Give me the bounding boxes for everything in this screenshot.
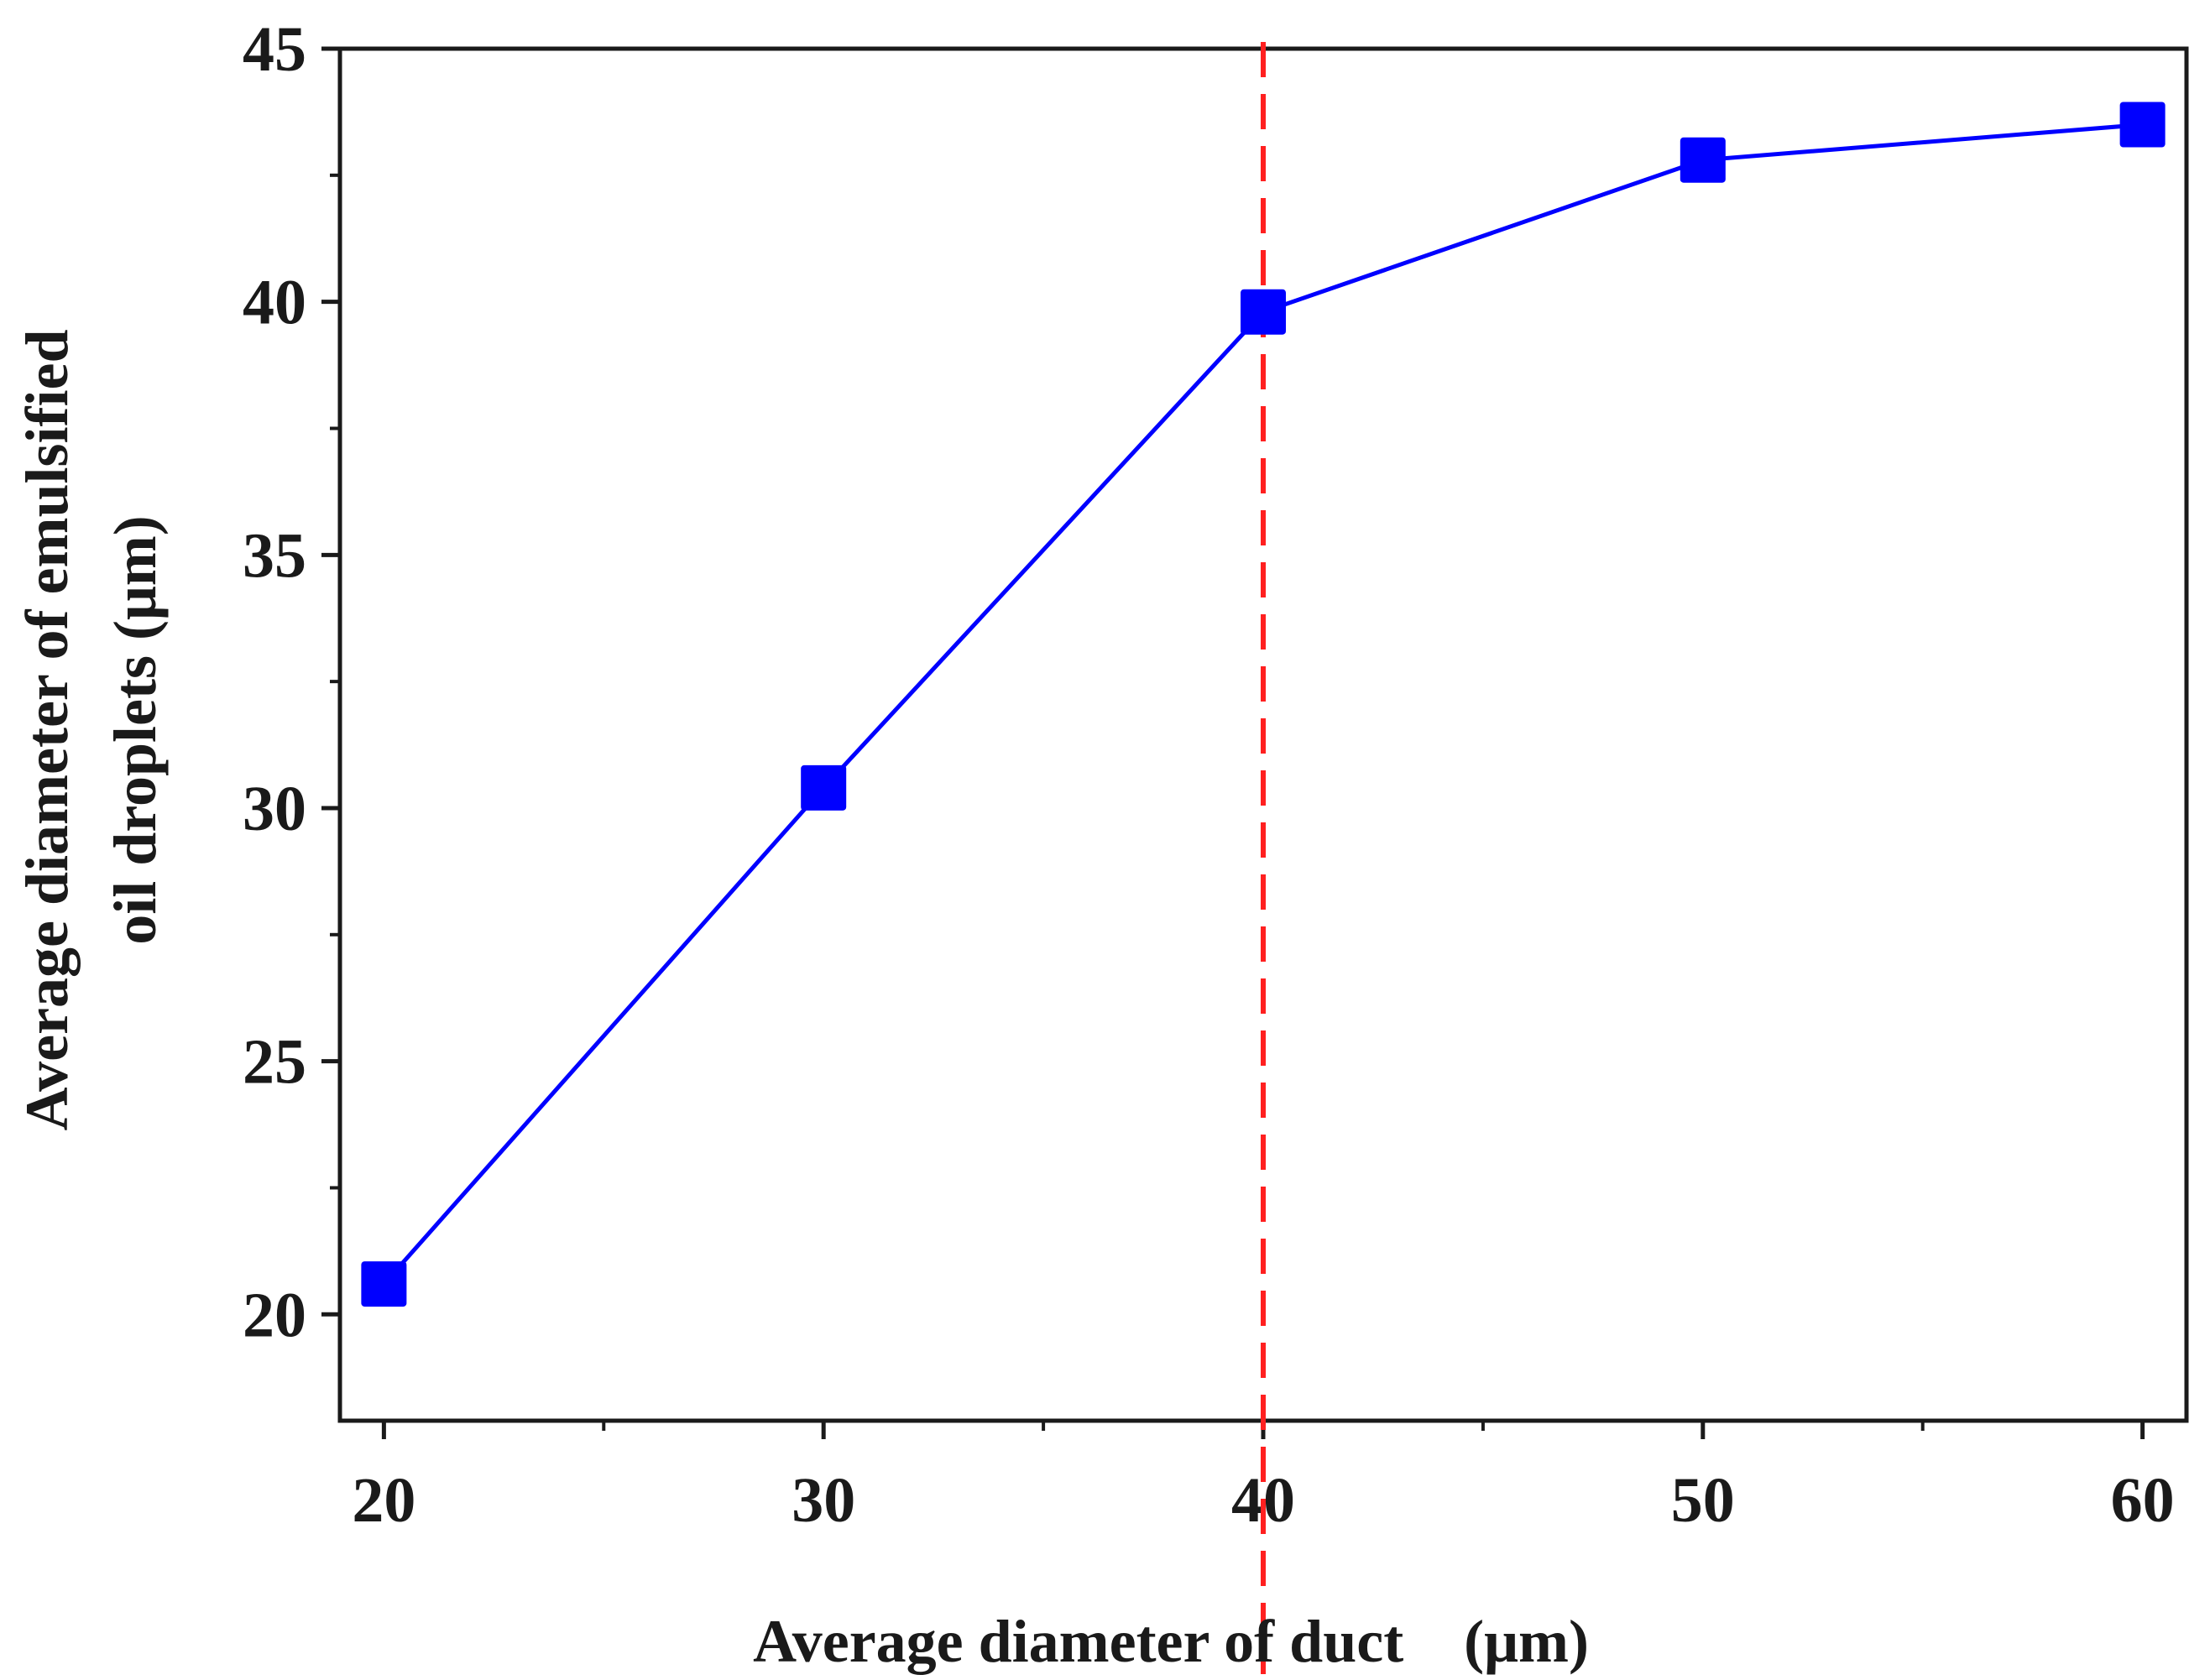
- y-tick-label: 25: [243, 1027, 306, 1098]
- data-point: [801, 764, 847, 811]
- y-tick-label: 40: [243, 268, 306, 338]
- series-group: [361, 102, 2166, 1307]
- y-axis-title: Average diameter of emulsified oil dropl…: [13, 329, 169, 1130]
- x-tick-label: 60: [2111, 1465, 2175, 1536]
- data-point: [1680, 137, 1726, 183]
- x-axis-title: Average diameter of duct (μm): [753, 1608, 1589, 1675]
- y-axis-title-line2: oil droplets (μm): [102, 515, 169, 944]
- y-tick-label: 30: [243, 774, 306, 844]
- y-tick-label: 35: [243, 520, 306, 591]
- y-axis-title-line1: Average diameter of emulsified: [13, 329, 81, 1130]
- data-point: [1241, 289, 1286, 335]
- y-tick-label: 20: [243, 1280, 306, 1350]
- y-tick-label: 45: [243, 14, 306, 85]
- x-tick-label: 20: [352, 1465, 415, 1536]
- x-tick-label: 50: [1671, 1465, 1735, 1536]
- x-tick-label: 30: [792, 1465, 855, 1536]
- data-point: [361, 1261, 407, 1307]
- data-point: [2119, 102, 2166, 148]
